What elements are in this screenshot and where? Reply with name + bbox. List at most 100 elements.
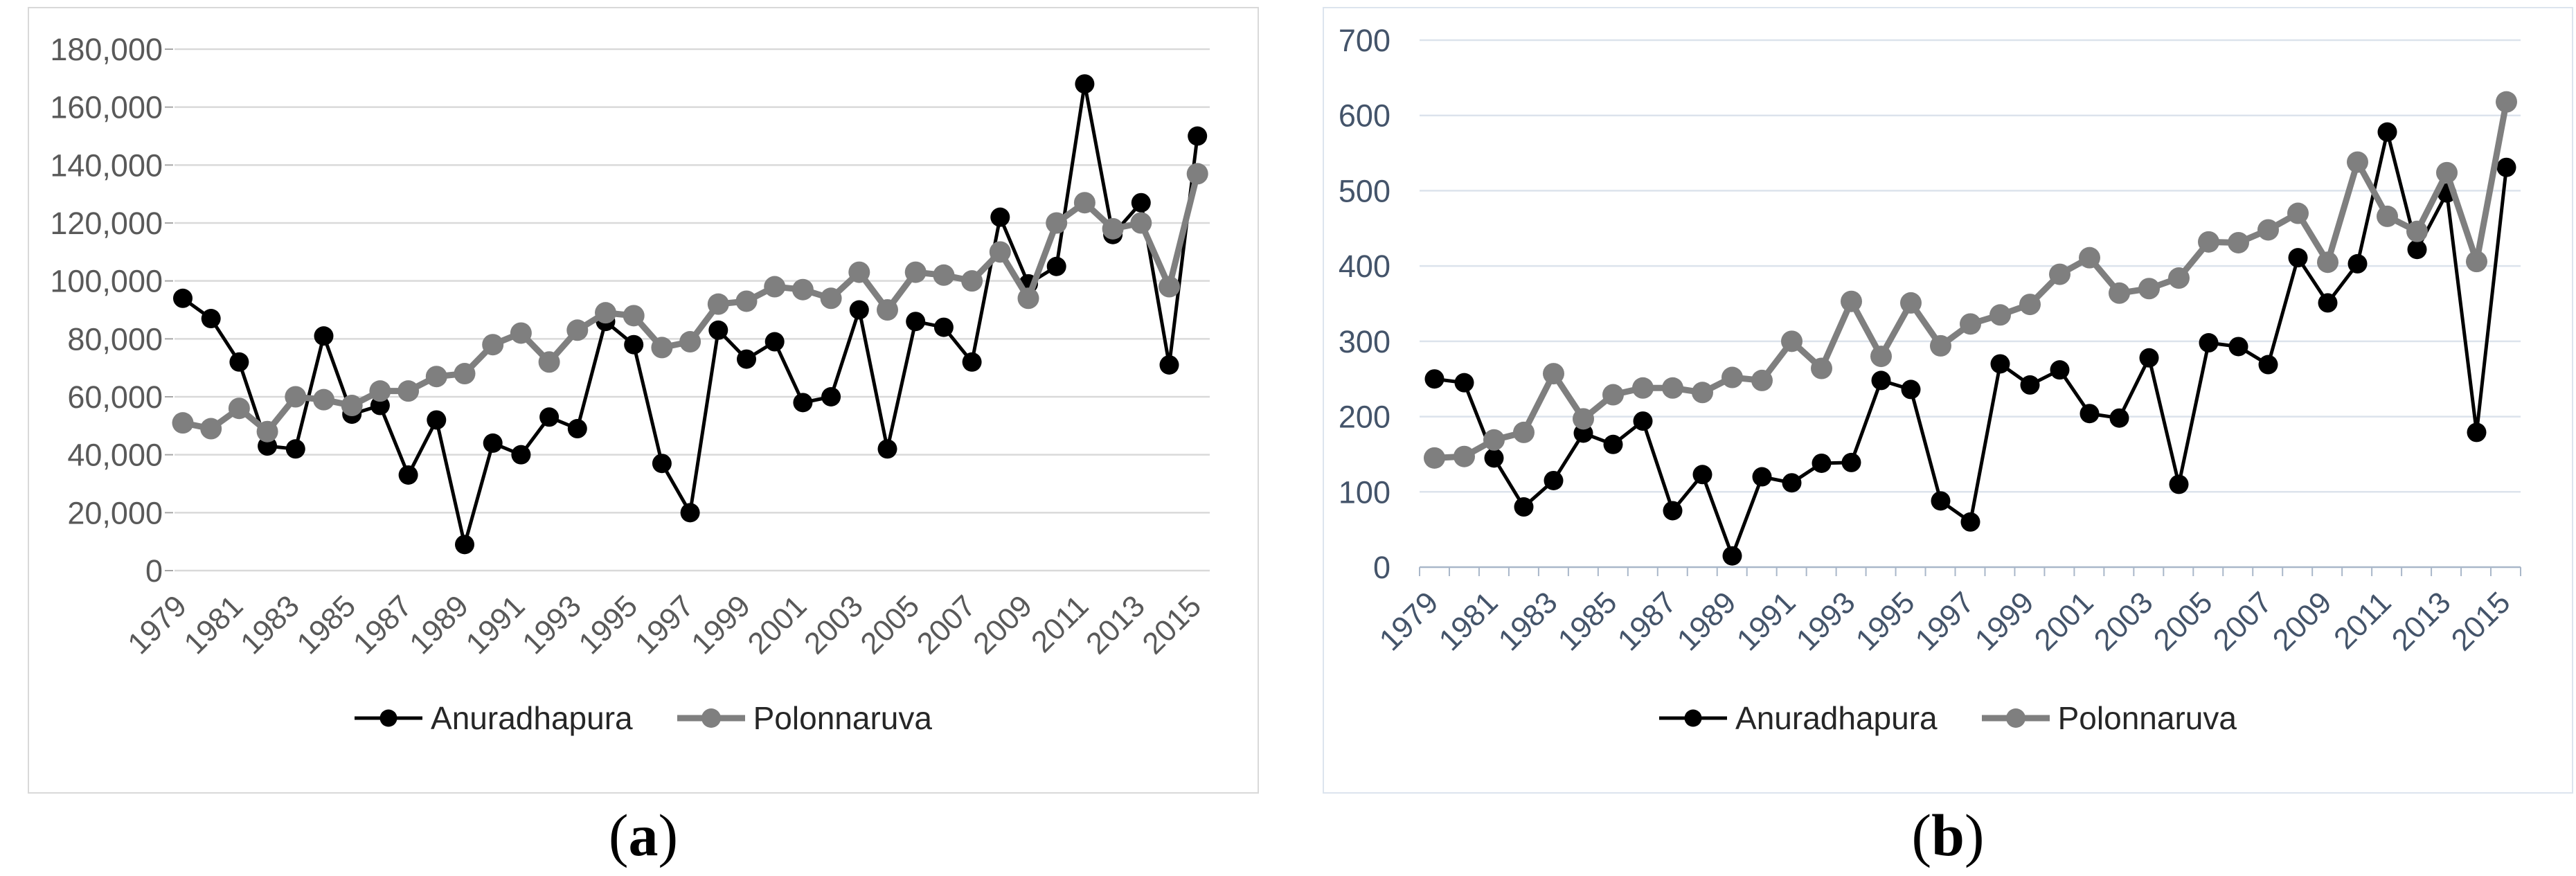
data-point-anuradhapura-1987 (1663, 501, 1683, 521)
data-point-anuradhapura-1983 (285, 439, 305, 459)
chart-a-plot: 0 20,000 40,000 60,000 80,000 100,000 120,000 1… (50, 32, 1210, 661)
data-point-polonnaruva-1996 (1930, 334, 1951, 357)
chart-b-container: 0 100 200 300 400 500 600 700 1979 1981 1983 1985 19… (1323, 7, 2573, 794)
x-tick-label: 1995 (572, 589, 644, 661)
data-point-anuradhapura-1979 (1424, 369, 1444, 389)
data-point-polonnaruva-2001 (791, 278, 814, 301)
y-tick-label: 180,000 (50, 32, 163, 67)
data-point-anuradhapura-1999 (737, 349, 756, 369)
data-point-polonnaruva-1989 (454, 363, 476, 385)
x-tick-label: 1979 (121, 589, 193, 661)
data-point-polonnaruva-1984 (1573, 408, 1594, 430)
y-tick-label: 80,000 (67, 321, 163, 357)
data-point-polonnaruva-1985 (341, 395, 363, 417)
polonnaruva-line-marker-icon (677, 708, 745, 728)
data-point-polonnaruva-1989 (1721, 366, 1743, 388)
data-point-polonnaruva-1990 (482, 334, 504, 356)
x-tick-label: 2003 (2088, 585, 2160, 657)
x-tick-label: 1993 (516, 589, 588, 661)
data-point-anuradhapura-1989 (1722, 546, 1742, 566)
series-line-anuradhapura (181, 82, 1199, 546)
data-point-anuradhapura-1985 (1603, 434, 1623, 454)
data-point-polonnaruva-2009 (1017, 287, 1039, 310)
x-tick-label: 2009 (2266, 585, 2338, 657)
data-point-polonnaruva-2010 (2347, 151, 2368, 173)
data-point-anuradhapura-2006 (2228, 337, 2248, 357)
data-point-anuradhapura-1981 (1484, 448, 1504, 468)
data-point-anuradhapura-2003 (2139, 348, 2159, 368)
y-tick-label: 0 (1373, 550, 1390, 585)
legend-item-anuradhapura: Anuradhapura (355, 699, 633, 737)
data-point-anuradhapura-1995 (624, 334, 644, 355)
x-tick-label: 1983 (234, 589, 306, 661)
data-point-polonnaruva-1979 (1424, 447, 1445, 469)
data-point-polonnaruva-2014 (1159, 276, 1180, 298)
data-point-anuradhapura-1984 (314, 326, 334, 346)
x-tick-label: 1979 (1373, 585, 1445, 657)
y-tick-label: 500 (1339, 173, 1390, 208)
data-point-polonnaruva-1983 (1543, 363, 1564, 385)
x-tick-label: 2013 (1080, 589, 1152, 661)
legend-label: Anuradhapura (1735, 700, 1938, 736)
data-point-polonnaruva-1990 (1751, 369, 1773, 391)
polonnaruva-line-marker-icon (1981, 708, 2050, 728)
y-tick-label: 200 (1339, 400, 1390, 435)
data-point-polonnaruva-2005 (2198, 231, 2219, 253)
x-tick-label: 1995 (1850, 585, 1922, 657)
data-point-polonnaruva-1992 (538, 351, 560, 373)
legend-item-polonnaruva: Polonnaruva (677, 699, 932, 737)
data-point-polonnaruva-1999 (735, 290, 758, 312)
data-point-polonnaruva-2006 (933, 264, 955, 286)
y-tick-label: 700 (1339, 23, 1390, 58)
data-point-polonnaruva-1980 (200, 418, 222, 440)
data-point-polonnaruva-1987 (1662, 377, 1683, 399)
y-tick-label: 20,000 (67, 495, 163, 530)
data-point-anuradhapura-2002 (821, 387, 841, 406)
x-tick-label: 1997 (629, 589, 701, 661)
data-point-anuradhapura-1981 (229, 352, 249, 372)
chart-b-plot: 0100200300400500600700197919811983198519… (1339, 23, 2521, 657)
series-line-polonnaruva (182, 172, 1201, 435)
legend-label: Polonnaruva (753, 700, 932, 736)
data-point-anuradhapura-2015 (2496, 157, 2516, 177)
data-point-anuradhapura-1992 (1812, 453, 1832, 473)
data-point-polonnaruva-2013 (1130, 212, 1152, 234)
data-point-anuradhapura-2004 (2169, 474, 2189, 494)
data-point-anuradhapura-2005 (906, 312, 926, 332)
x-tick-label: 1985 (290, 589, 362, 661)
data-point-polonnaruva-2007 (961, 270, 983, 292)
y-tick-label: 60,000 (67, 379, 163, 415)
data-point-anuradhapura-2013 (1131, 193, 1151, 213)
legend-label: Polonnaruva (2057, 700, 2237, 736)
data-point-anuradhapura-2010 (1046, 256, 1066, 276)
x-tick-label: 2005 (2147, 585, 2219, 657)
data-point-anuradhapura-1982 (258, 436, 278, 456)
data-point-anuradhapura-1993 (567, 419, 587, 439)
y-tick-label: 0 (145, 553, 163, 589)
data-point-anuradhapura-2008 (990, 207, 1010, 227)
y-tick-label: 120,000 (50, 206, 163, 241)
data-point-anuradhapura-2012 (2407, 240, 2427, 260)
data-point-anuradhapura-1989 (455, 535, 474, 555)
data-point-anuradhapura-2011 (2377, 122, 2397, 142)
anuradhapura-line-marker-icon (355, 708, 423, 728)
x-tick-label: 1983 (1492, 585, 1564, 657)
data-point-polonnaruva-2004 (2168, 267, 2190, 289)
data-point-polonnaruva-2003 (848, 261, 870, 283)
data-point-polonnaruva-1988 (1692, 382, 1713, 404)
data-point-polonnaruva-2002 (820, 287, 842, 310)
data-point-anuradhapura-1995 (1901, 379, 1921, 400)
x-tick-label: 1997 (1909, 585, 1981, 657)
x-tick-label: 2009 (967, 589, 1039, 661)
data-point-polonnaruva-2006 (2228, 231, 2249, 253)
data-point-anuradhapura-1999 (2020, 375, 2040, 395)
data-point-anuradhapura-2015 (1188, 126, 1208, 146)
data-point-anuradhapura-1983 (1544, 470, 1564, 490)
x-tick-label: 2005 (854, 589, 926, 661)
data-point-polonnaruva-1993 (1841, 290, 1862, 312)
y-tick-label: 600 (1339, 98, 1390, 134)
x-tick-label: 1981 (178, 589, 250, 661)
legend-item-anuradhapura: Anuradhapura (1659, 699, 1938, 737)
x-tick-label: 2011 (1025, 589, 1095, 659)
data-point-anuradhapura-2005 (2199, 333, 2219, 353)
